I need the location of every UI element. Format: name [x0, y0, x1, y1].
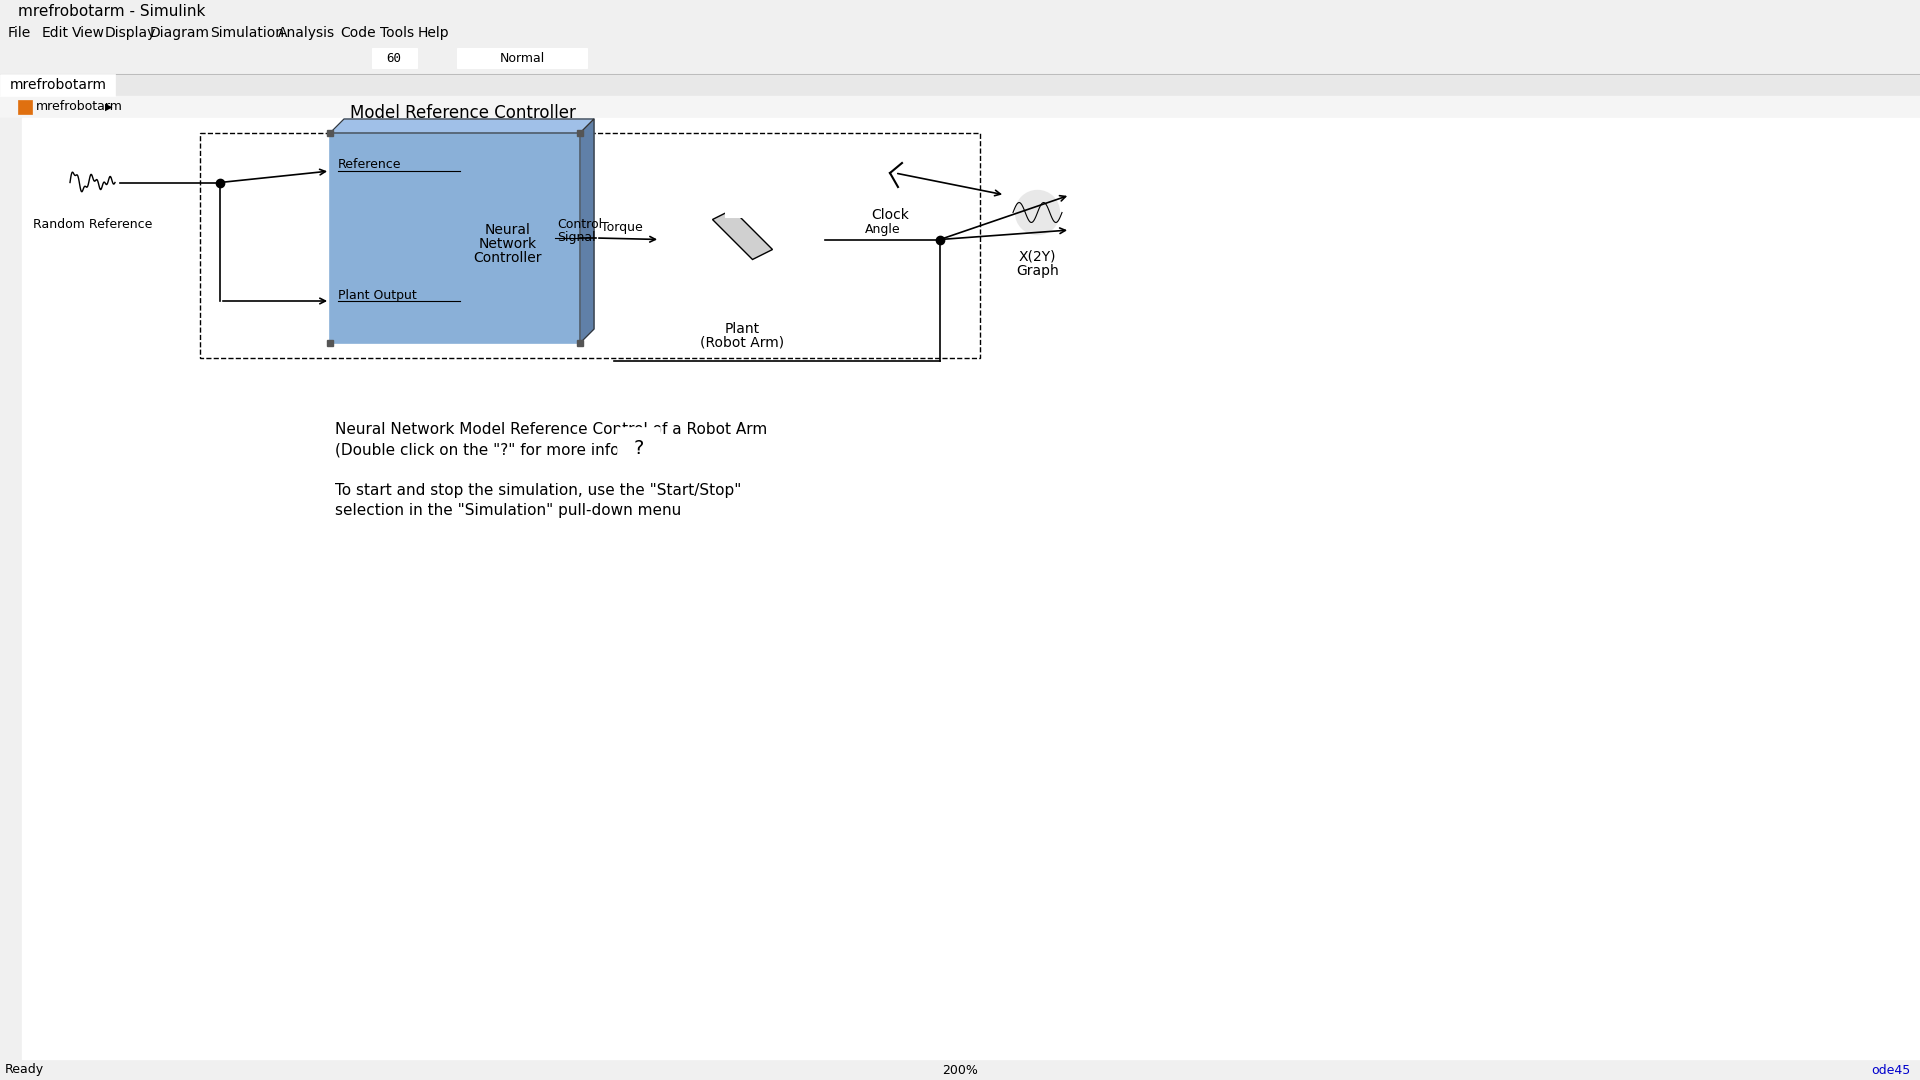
Bar	[724, 204, 745, 216]
Text: X(2Y): X(2Y)	[1020, 249, 1056, 264]
Text: Random Reference: Random Reference	[33, 217, 152, 230]
Polygon shape	[330, 119, 593, 133]
Text: Help: Help	[419, 26, 449, 40]
Text: Signal: Signal	[557, 231, 595, 244]
Text: 200%: 200%	[943, 1064, 977, 1077]
Text: Simulation: Simulation	[209, 26, 284, 40]
Bar	[0, 96, 1920, 118]
Bar	[0, 0, 1920, 22]
Text: mrefrobotarm - Simulink: mrefrobotarm - Simulink	[17, 3, 205, 18]
Text: Neural Network Model Reference Control of a Robot Arm: Neural Network Model Reference Control o…	[334, 422, 768, 437]
Text: Plant: Plant	[726, 322, 760, 336]
Text: Neural: Neural	[484, 222, 530, 237]
Bar	[660, 162, 826, 318]
Text: Graph: Graph	[1016, 264, 1058, 278]
Circle shape	[1016, 190, 1060, 234]
Text: ode45: ode45	[1870, 1064, 1910, 1077]
Circle shape	[862, 145, 918, 201]
Text: Reference: Reference	[338, 159, 401, 172]
Text: Clock: Clock	[872, 208, 908, 222]
Bar	[21, 118, 1920, 1059]
Bar	[461, 156, 555, 321]
Text: Ready: Ready	[6, 1064, 44, 1077]
Bar	[0, 75, 1920, 96]
Bar	[200, 133, 979, 357]
Bar	[618, 428, 660, 470]
Text: Network: Network	[478, 237, 536, 251]
Text: Plant Output: Plant Output	[338, 288, 417, 301]
Text: Tools: Tools	[380, 26, 415, 40]
Polygon shape	[712, 210, 772, 259]
Bar	[0, 44, 1920, 75]
Bar	[17, 100, 33, 114]
Text: Code: Code	[340, 26, 376, 40]
Bar	[0, 22, 1920, 44]
Bar	[0, 118, 21, 1080]
Bar	[330, 133, 580, 343]
Text: Display: Display	[106, 26, 156, 40]
Bar	[1004, 180, 1069, 245]
Bar	[457, 48, 588, 68]
Text: Controller: Controller	[472, 251, 541, 265]
Text: (Double click on the "?" for more info): (Double click on the "?" for more info)	[334, 443, 626, 458]
Text: ?: ?	[634, 440, 645, 459]
Bar	[372, 48, 417, 68]
Text: Diagram: Diagram	[150, 26, 209, 40]
Bar	[0, 75, 115, 96]
Text: Torque: Torque	[601, 221, 643, 234]
Text: To start and stop the simulation, use the "Start/Stop": To start and stop the simulation, use th…	[334, 483, 741, 498]
Polygon shape	[580, 119, 593, 343]
Text: mrefrobotarm: mrefrobotarm	[36, 100, 123, 113]
Text: Angle: Angle	[864, 222, 900, 237]
Text: Control: Control	[557, 217, 603, 230]
Text: selection in the "Simulation" pull-down menu: selection in the "Simulation" pull-down …	[334, 502, 682, 517]
Text: (Robot Arm): (Robot Arm)	[701, 336, 785, 350]
Text: Normal: Normal	[499, 52, 545, 65]
Text: 60: 60	[386, 52, 401, 65]
Text: ▶: ▶	[106, 102, 113, 112]
Bar	[0, 1059, 1920, 1080]
Text: Analysis: Analysis	[278, 26, 336, 40]
Bar	[65, 156, 119, 210]
Text: View: View	[73, 26, 106, 40]
Text: Edit: Edit	[42, 26, 69, 40]
Text: File: File	[8, 26, 31, 40]
Text: Model Reference Controller: Model Reference Controller	[349, 104, 576, 122]
Text: mrefrobotarm: mrefrobotarm	[10, 78, 108, 92]
